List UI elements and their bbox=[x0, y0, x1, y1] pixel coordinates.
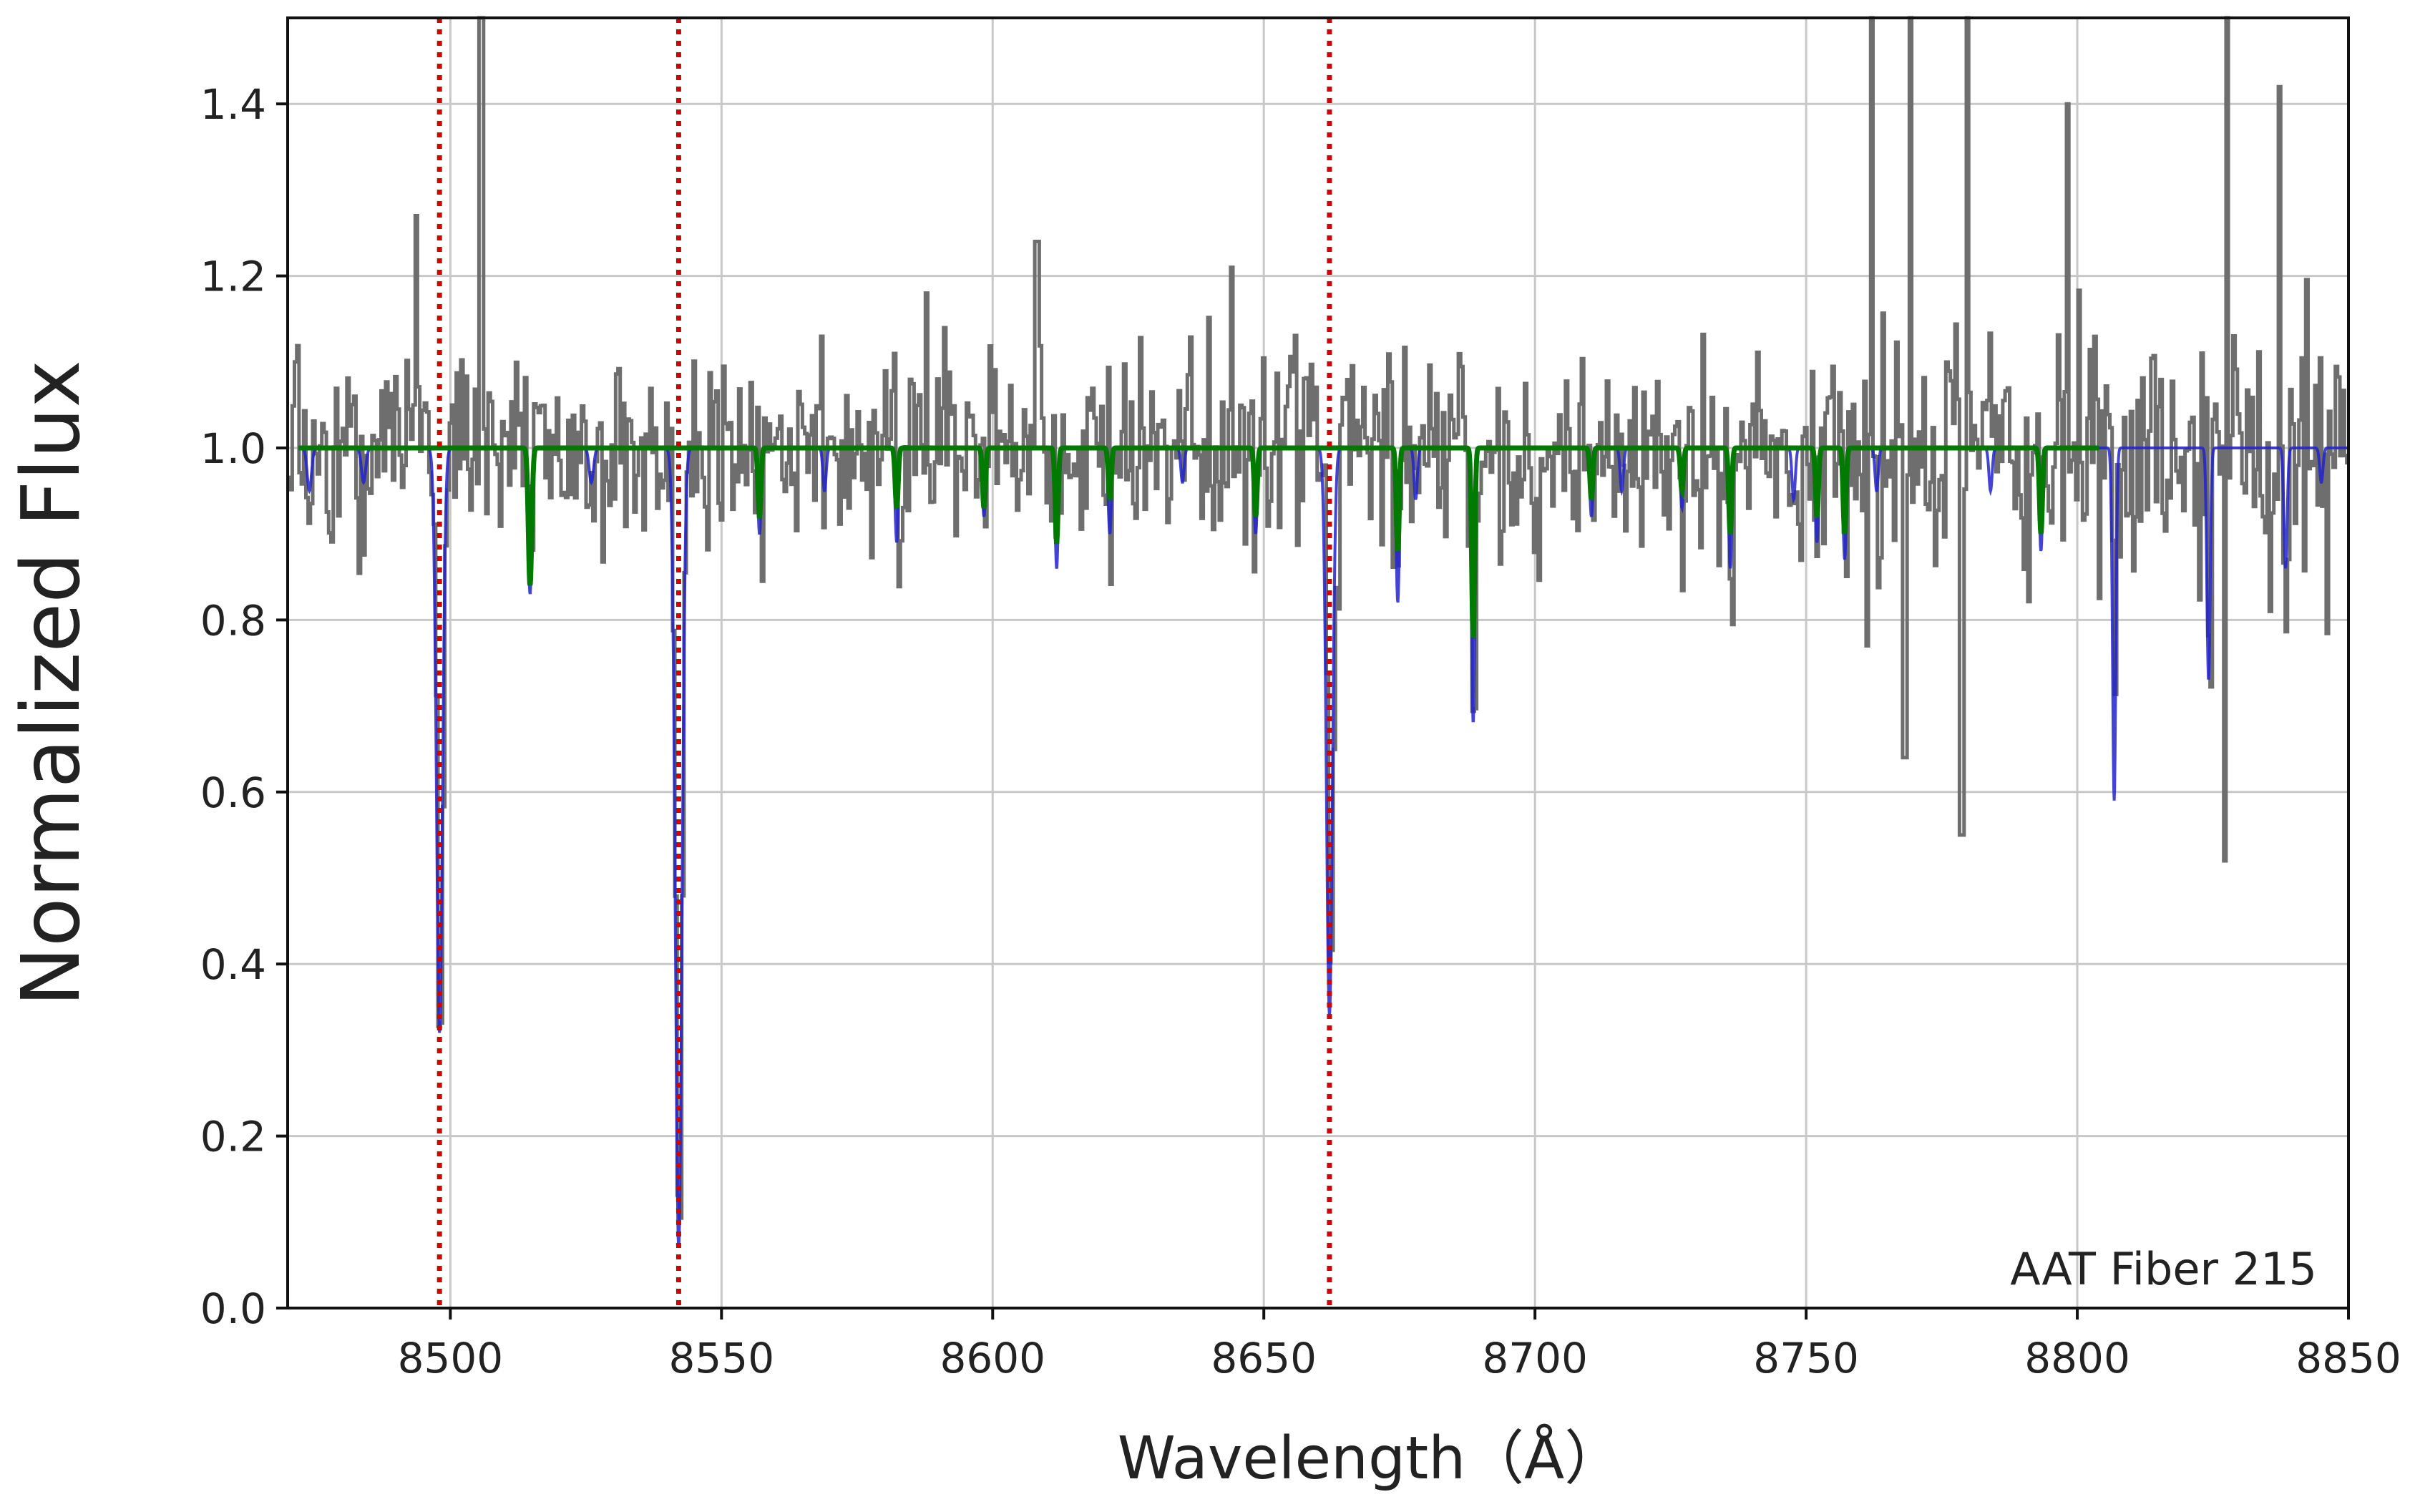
x-tick-label: 8700 bbox=[1482, 1334, 1588, 1382]
series-group bbox=[288, 16, 2349, 1248]
x-tick-label: 8850 bbox=[2296, 1334, 2401, 1382]
y-tick-label: 0.0 bbox=[200, 1284, 266, 1333]
plot-frame bbox=[286, 16, 2350, 1309]
labels: Normalized Flux Wavelength（Å） AAT Fiber … bbox=[5, 360, 2317, 1493]
y-tick-label: 0.2 bbox=[200, 1113, 266, 1161]
y-tick-label: 1.4 bbox=[200, 80, 266, 129]
grid bbox=[288, 18, 2350, 1309]
y-tick-label: 0.6 bbox=[200, 769, 266, 817]
observed-spectrum-line bbox=[288, 16, 2349, 1220]
y-tick-label: 0.8 bbox=[200, 596, 266, 645]
reference-lines bbox=[436, 18, 1332, 1308]
x-tick-label: 8550 bbox=[669, 1334, 775, 1382]
y-tick-label: 1.0 bbox=[200, 424, 266, 473]
y-tick-label: 0.4 bbox=[200, 940, 266, 989]
y-axis-label: Normalized Flux bbox=[5, 360, 98, 1007]
fiber-annotation: AAT Fiber 215 bbox=[2010, 1243, 2317, 1295]
axes: 8500 8550 8600 8650 8700 8750 8800 8850 0.0 0.2 0.… bbox=[200, 16, 2401, 1382]
x-tick-label: 8600 bbox=[940, 1334, 1045, 1382]
x-axis-label: Wavelength（Å） bbox=[1118, 1424, 1624, 1493]
telluric-spectrum-line bbox=[298, 445, 2099, 638]
y-tick-label: 1.2 bbox=[200, 253, 266, 301]
x-tick-label: 8800 bbox=[2024, 1334, 2130, 1382]
model-spectrum-line bbox=[298, 447, 2348, 1248]
x-tick-label: 8500 bbox=[398, 1334, 504, 1382]
x-tick-label: 8650 bbox=[1211, 1334, 1317, 1382]
x-tick-label: 8750 bbox=[1753, 1334, 1859, 1382]
